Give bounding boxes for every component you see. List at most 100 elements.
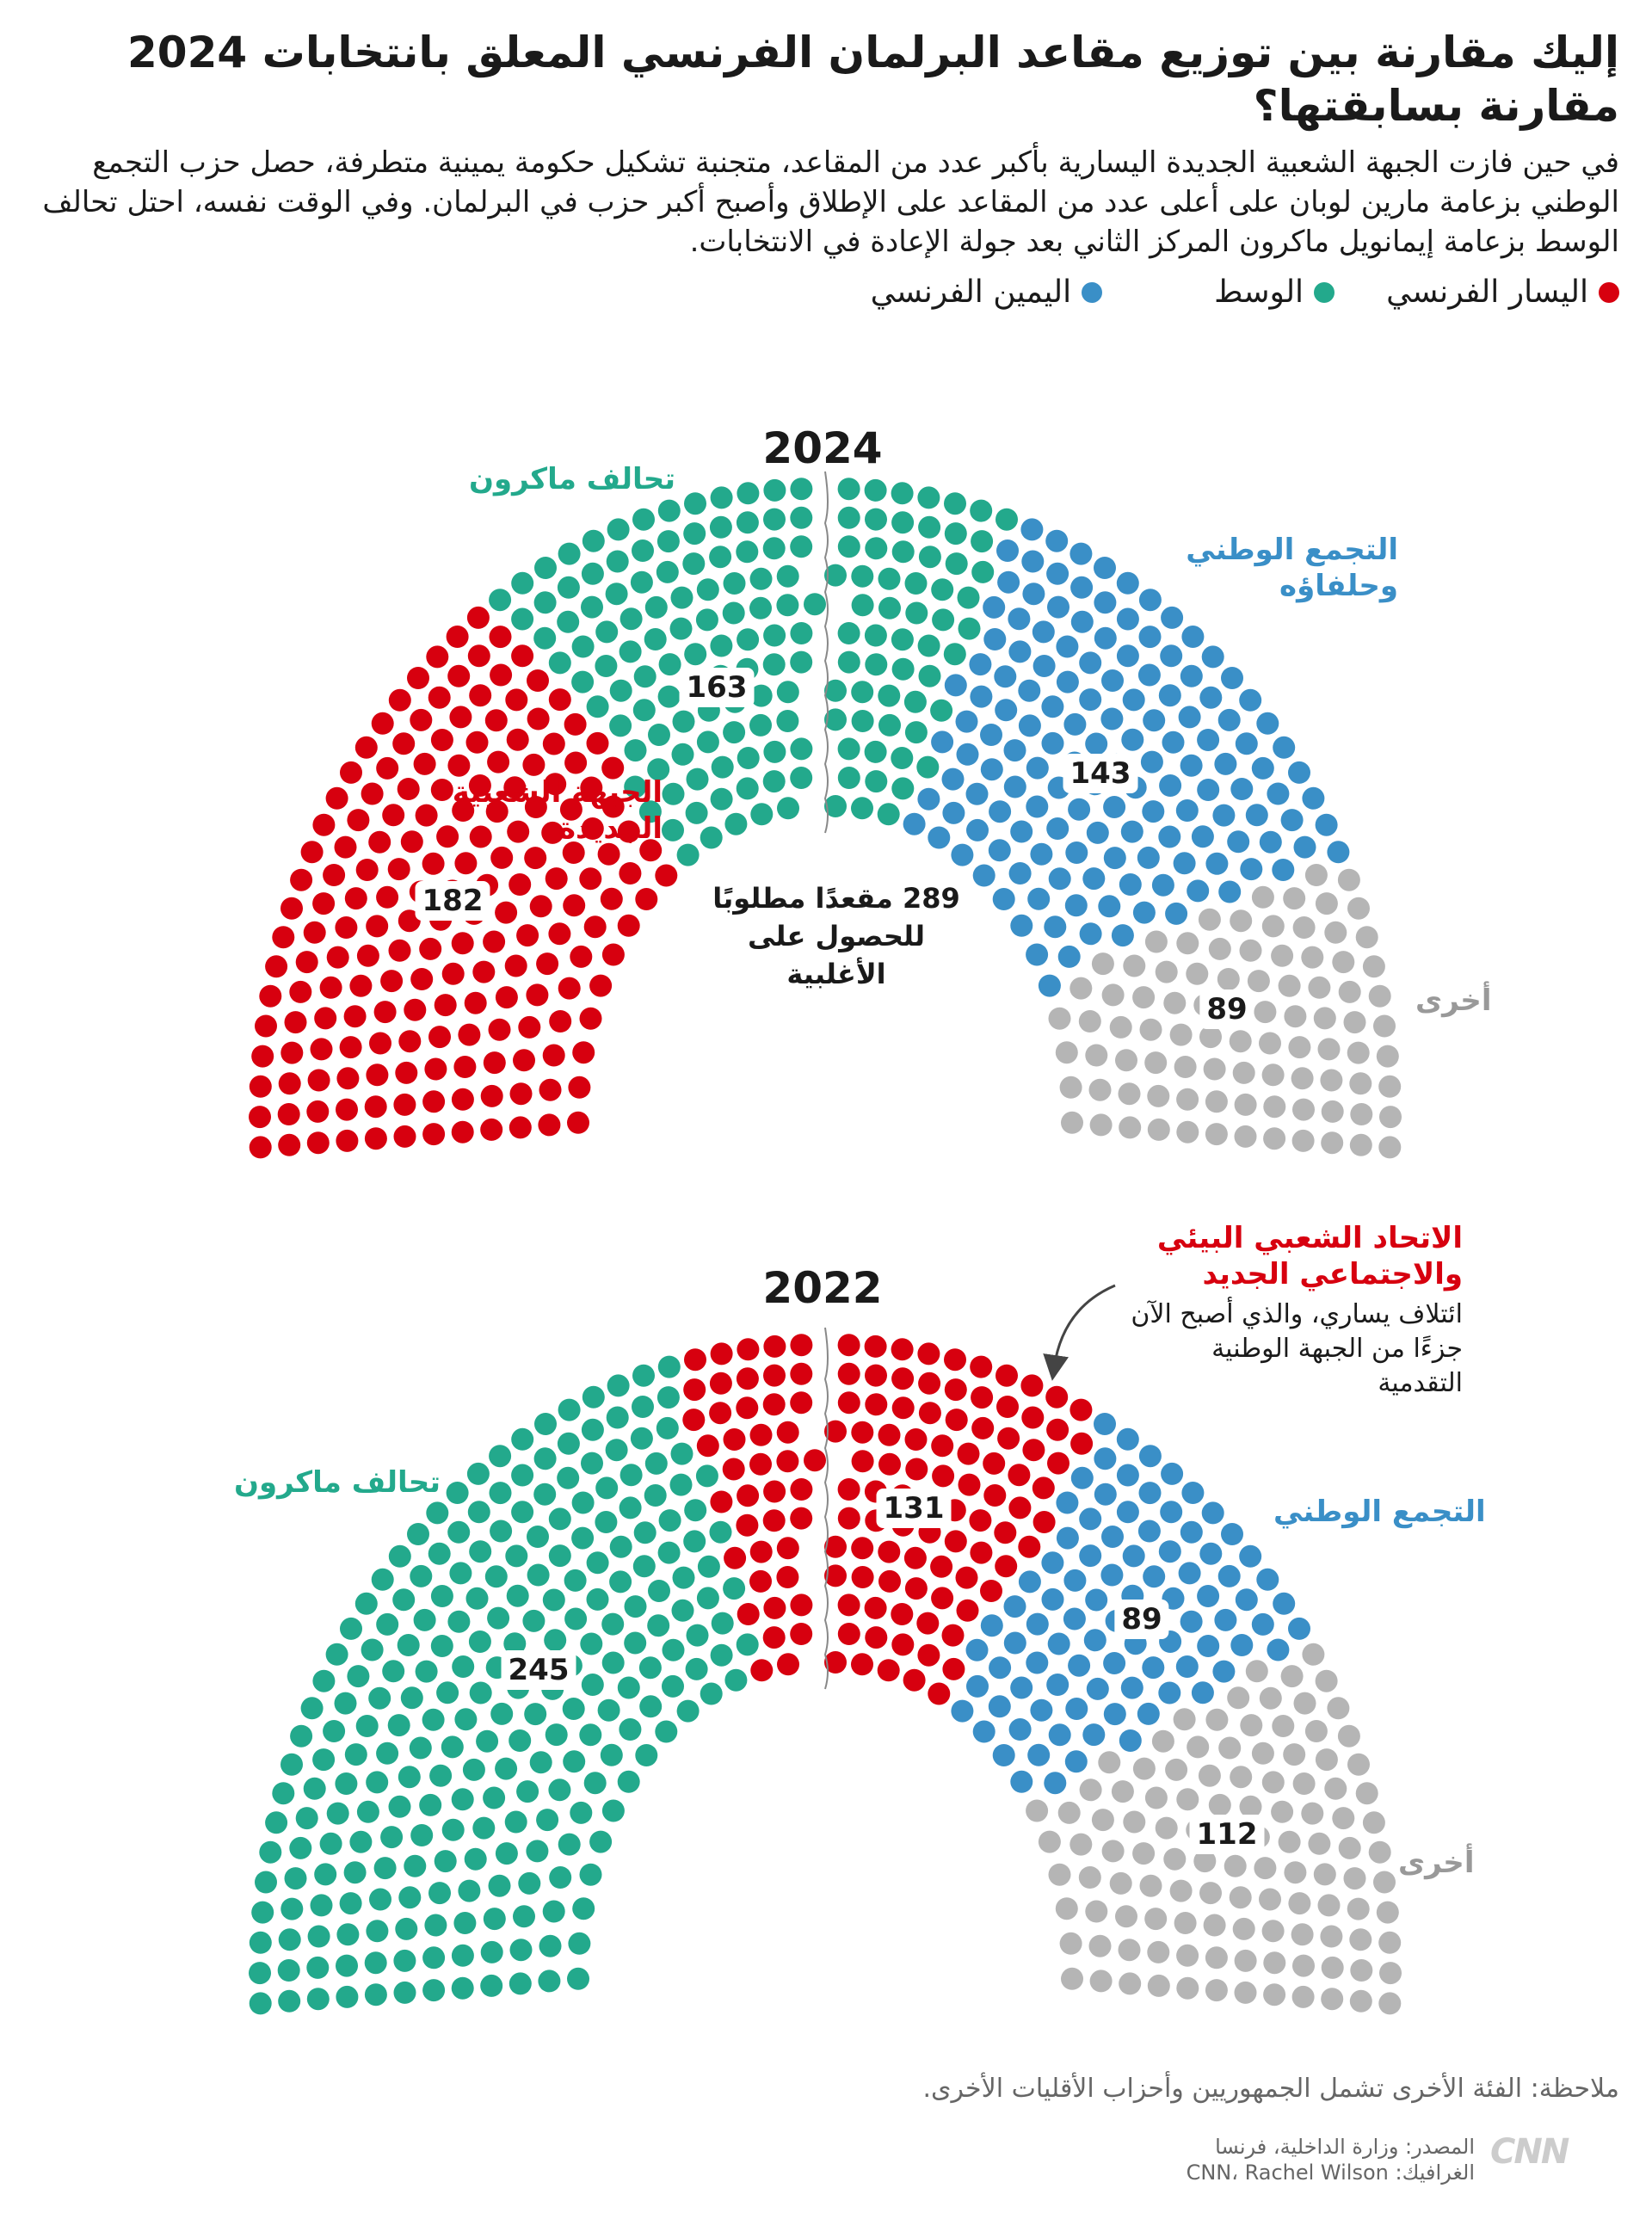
- seat: [1118, 1082, 1141, 1106]
- seat: [505, 688, 528, 712]
- seat: [451, 1788, 474, 1811]
- seat: [326, 1802, 349, 1825]
- seat: [851, 797, 873, 820]
- seat: [916, 1612, 940, 1635]
- seat: [1103, 847, 1126, 870]
- seat: [736, 1633, 759, 1656]
- seat: [563, 1750, 586, 1773]
- seat: [472, 1816, 496, 1840]
- seat: [548, 688, 571, 712]
- seat: [1082, 1723, 1106, 1747]
- seat: [776, 1566, 799, 1588]
- seat: [495, 901, 518, 924]
- seat: [388, 1544, 411, 1568]
- seat: [495, 1757, 518, 1780]
- seat: [951, 843, 974, 866]
- seat: [1261, 915, 1285, 938]
- seat: [1218, 880, 1242, 903]
- seat: [1376, 1045, 1399, 1068]
- seat: [419, 1793, 442, 1816]
- seat: [1227, 1686, 1250, 1710]
- seat: [851, 1537, 874, 1560]
- center-divider: [823, 471, 829, 834]
- seat: [609, 1570, 632, 1593]
- seat: [1143, 1565, 1166, 1588]
- center-divider: [823, 1327, 829, 1690]
- seat: [1008, 1718, 1032, 1741]
- seat: [1240, 858, 1263, 881]
- seat: [1094, 1483, 1117, 1506]
- seat: [633, 1521, 656, 1544]
- seat: [709, 1372, 732, 1395]
- seat: [1138, 589, 1162, 612]
- seat: [430, 779, 453, 801]
- seat: [988, 839, 1011, 862]
- seat: [454, 1708, 478, 1731]
- seat: [657, 685, 681, 708]
- seat: [1208, 937, 1231, 960]
- seat: [837, 506, 860, 529]
- seat: [582, 1385, 605, 1409]
- seat: [347, 1665, 370, 1688]
- seat: [1144, 1908, 1168, 1931]
- seat: [280, 1753, 303, 1776]
- seat: [1088, 1078, 1112, 1101]
- seat: [1020, 1374, 1044, 1397]
- seat: [648, 1580, 670, 1602]
- seat: [749, 684, 773, 707]
- seat: [524, 847, 547, 870]
- seat: [671, 743, 694, 766]
- seat: [265, 1811, 288, 1834]
- seat: [1032, 1476, 1055, 1500]
- seat: [1070, 610, 1094, 633]
- seat: [483, 1786, 506, 1809]
- seat: [662, 1638, 685, 1661]
- seat: [1304, 864, 1328, 886]
- seat: [1178, 706, 1201, 729]
- legend-dot: [1314, 282, 1335, 303]
- seat: [1109, 1871, 1132, 1895]
- seat: [1191, 825, 1214, 848]
- seat: [655, 864, 678, 887]
- seat: [467, 1501, 490, 1524]
- seat: [366, 1063, 389, 1087]
- seat: [1315, 1669, 1338, 1692]
- seat: [364, 1983, 387, 2006]
- seat: [969, 1509, 992, 1532]
- seat: [1022, 583, 1045, 606]
- seat: [905, 1458, 928, 1481]
- source: المصدر: وزارة الداخلية، فرنسا الغرافيك: …: [959, 2134, 1475, 2185]
- seat: [1245, 804, 1268, 827]
- seat: [538, 1113, 561, 1137]
- seat: [749, 713, 772, 737]
- seat: [891, 1338, 914, 1361]
- seat: [930, 699, 953, 722]
- seat: [557, 576, 580, 599]
- seat: [1020, 518, 1044, 541]
- seat: [382, 1660, 405, 1683]
- seat: [398, 909, 421, 933]
- seat: [1347, 897, 1370, 920]
- seat: [249, 1136, 272, 1159]
- seat: [1201, 645, 1224, 669]
- seat: [451, 1944, 474, 1967]
- seat: [1070, 1432, 1094, 1455]
- seat: [249, 1931, 272, 1954]
- legend-item-center: الوسط: [1214, 274, 1335, 311]
- seat: [458, 1879, 481, 1902]
- seat: [837, 1391, 860, 1415]
- seat: [1151, 873, 1174, 897]
- seat: [1010, 1676, 1033, 1699]
- seat: [505, 1544, 528, 1568]
- legend-item-left: اليسار الفرنسي: [1386, 274, 1619, 311]
- seat: [851, 1653, 873, 1676]
- seat: [824, 679, 847, 702]
- seat: [776, 564, 799, 588]
- seat: [430, 1585, 453, 1607]
- seat: [1181, 626, 1205, 648]
- seat: [737, 747, 760, 769]
- seat: [447, 754, 471, 777]
- seat: [932, 608, 955, 632]
- seat: [1041, 695, 1064, 718]
- seat: [1321, 1988, 1344, 2011]
